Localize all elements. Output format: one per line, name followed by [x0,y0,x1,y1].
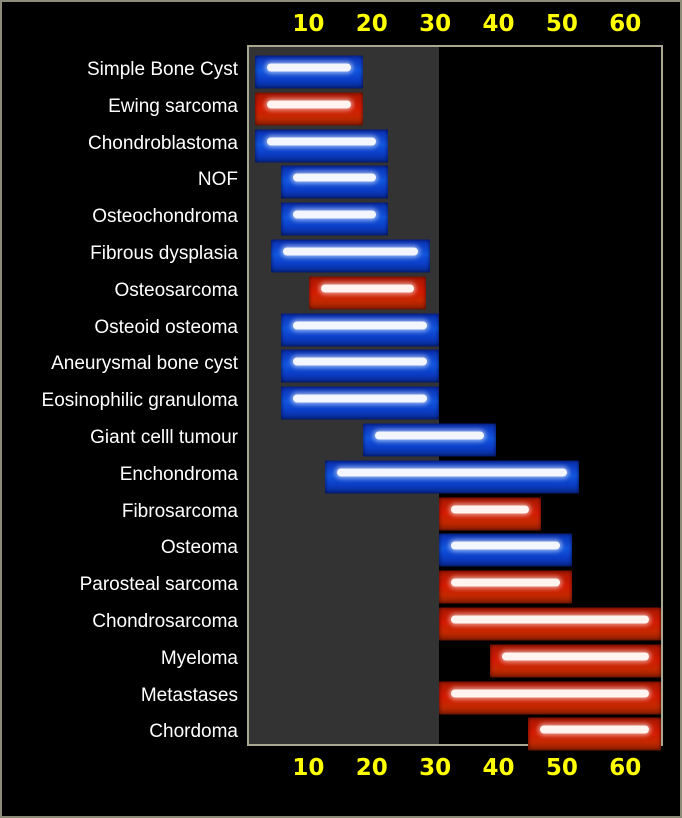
x-tick-label: 60 [609,755,642,781]
bar-highlight [267,100,352,109]
range-bar [439,497,541,531]
bar-highlight [451,505,529,514]
x-tick-label: 60 [609,11,642,37]
range-bar [309,276,427,310]
bar-highlight [292,394,428,403]
range-bar [439,607,661,641]
x-tick-label: 20 [355,755,388,781]
range-bar [280,202,389,236]
category-label: Parosteal sarcoma [79,574,238,596]
x-tick-label: 30 [419,755,452,781]
range-bar [255,129,389,163]
range-bar [527,717,661,751]
range-bar [280,386,440,420]
bar-highlight [267,137,377,146]
x-tick-label: 20 [355,11,388,37]
range-bar [489,644,661,678]
range-bar [439,681,661,715]
range-bar [271,239,430,273]
category-label: Fibrosarcoma [121,500,238,522]
x-tick-label: 10 [292,11,325,37]
bar-highlight [267,63,352,72]
range-bar [325,460,579,494]
category-label: Chondroblastoma [88,132,238,154]
bar-highlight [539,725,649,734]
bar-highlight [292,321,428,330]
category-label: Myeloma [160,647,238,669]
bar-highlight [501,652,649,661]
range-bar [439,533,573,567]
bar-highlight [451,615,649,624]
category-label: Chondrosarcoma [92,611,238,632]
category-label: Chordoma [149,721,238,743]
x-tick-label: 30 [419,11,452,37]
range-bar [280,313,440,347]
category-label: Osteoid osteoma [94,316,238,338]
bar-highlight [451,578,561,587]
range-bar [280,349,440,383]
category-label: Simple Bone Cyst [86,59,238,80]
category-label: Metastases [140,684,238,706]
bar-highlight [375,431,485,440]
bar-highlight [451,541,561,550]
category-label: Osteochondroma [92,206,238,228]
category-label: Eosinophilic granuloma [41,390,238,412]
plot-area [247,45,663,751]
category-label: NOF [197,169,238,191]
range-bar [363,423,497,457]
x-tick-label: 40 [482,11,515,37]
x-tick-label: 50 [545,11,578,37]
bar-highlight [337,468,567,477]
category-label: Osteoma [160,537,238,559]
x-tick-label: 40 [482,755,515,781]
bar-highlight [292,173,377,182]
range-bar [439,570,573,604]
bar-highlight [321,284,415,293]
range-bar [280,165,389,199]
category-label: Ewing sarcoma [108,95,238,117]
bar-highlight [292,210,377,219]
category-label: Osteosarcoma [114,279,238,301]
category-label: Enchondroma [119,463,238,485]
x-tick-label: 10 [292,755,325,781]
range-bar [255,55,364,89]
bar-highlight [451,689,649,698]
category-label: Fibrous dysplasia [90,243,238,264]
category-label: Giant celll tumour [90,427,238,448]
bar-highlight [292,357,428,366]
category-label: Aneurysmal bone cyst [51,353,238,375]
bar-highlight [283,247,418,256]
x-tick-label: 50 [545,755,578,781]
range-bar [255,92,364,126]
